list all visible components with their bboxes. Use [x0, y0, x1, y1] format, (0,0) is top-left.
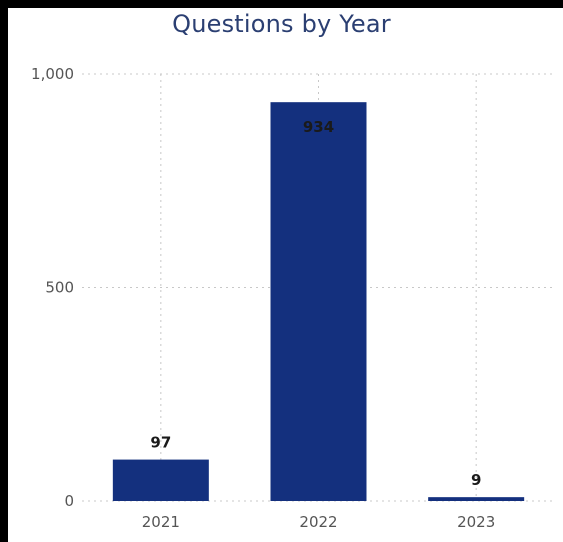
- x-tick-label: 2022: [299, 513, 337, 531]
- chart-title: Questions by Year: [172, 10, 391, 38]
- bar-2022: [270, 102, 367, 501]
- y-tick-label: 500: [45, 279, 74, 297]
- bar-2021: [112, 459, 209, 501]
- y-tick-label: 1,000: [31, 65, 74, 83]
- bars: [112, 102, 525, 501]
- x-axis: 2021 2022 2023: [142, 513, 496, 531]
- data-label: 9: [471, 471, 481, 489]
- data-labels: 97 934 9: [150, 118, 481, 489]
- data-label: 934: [303, 118, 334, 136]
- x-tick-label: 2023: [457, 513, 495, 531]
- y-axis: 0 500 1,000: [31, 65, 74, 510]
- data-label: 97: [150, 434, 171, 452]
- bar-2023: [428, 497, 525, 501]
- y-tick-label: 0: [64, 492, 74, 510]
- x-tick-label: 2021: [142, 513, 180, 531]
